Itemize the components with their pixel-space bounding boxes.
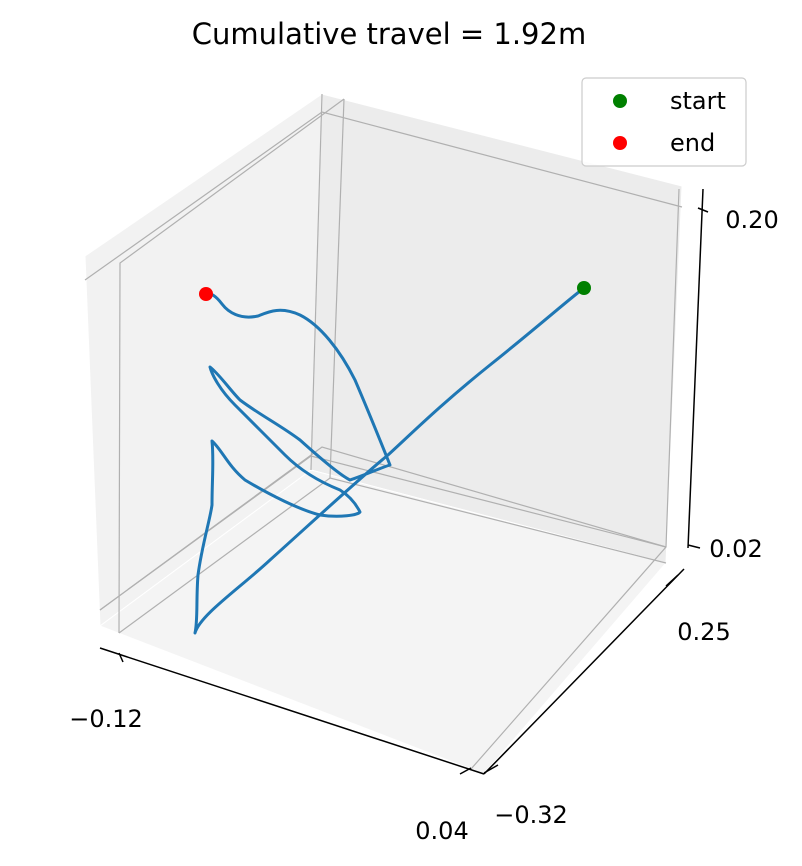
- y-tick-label-1: −0.32: [494, 801, 568, 829]
- z-tick-1: [687, 544, 701, 549]
- x-axis-line: [99, 647, 485, 775]
- gridline-depth: [310, 93, 323, 471]
- z-axis-line: [687, 188, 704, 549]
- axes: [99, 188, 709, 775]
- legend-end-swatch: [613, 136, 627, 150]
- grid-lines: [84, 93, 683, 770]
- x-tick-label-1: −0.12: [69, 705, 143, 733]
- trajectory-line: [193, 286, 586, 635]
- start-marker: [577, 281, 591, 295]
- y-axis-line: [483, 568, 685, 775]
- legend: start end: [581, 77, 747, 167]
- gridline-depth-inner: [329, 98, 345, 479]
- end-marker: [199, 287, 213, 301]
- chart-title: Cumulative travel = 1.92m: [192, 17, 586, 51]
- y-tick-label-2: 0.25: [677, 618, 730, 646]
- z-tick-2: [697, 207, 709, 213]
- gridline-x-left: [118, 98, 345, 634]
- x-tick-2: [459, 767, 472, 775]
- x-tick-label-2: 0.04: [415, 817, 468, 845]
- y-tick-2: [665, 574, 679, 587]
- legend-end-label: end: [670, 129, 715, 157]
- z-tick-label-1: 0.02: [709, 535, 762, 563]
- legend-start-label: start: [670, 87, 726, 115]
- z-tick-label-2: 0.20: [725, 206, 778, 234]
- legend-start-swatch: [613, 94, 627, 108]
- x-tick-1: [118, 652, 124, 663]
- y-tick-1: [483, 764, 499, 774]
